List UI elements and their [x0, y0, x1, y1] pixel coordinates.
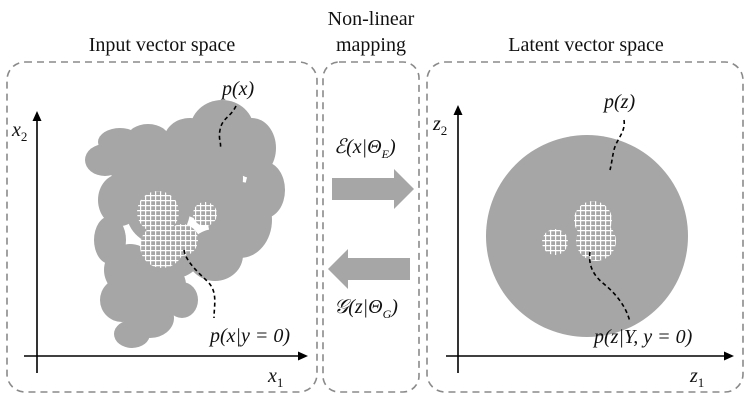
input-axis-x-label: x1 — [267, 365, 283, 390]
latent-axis-x-label: z1 — [689, 365, 704, 390]
encoder-label: ℰ(x|ΘE) — [334, 136, 396, 161]
encoder-arrow — [332, 169, 414, 209]
latent-axis-y-label: z2 — [432, 113, 447, 138]
decoder-label: 𝒢(z|ΘG) — [334, 296, 398, 321]
latent-cond-leader — [588, 251, 631, 323]
input-panel-border — [6, 61, 318, 393]
mapping-title-line1: Non-linear — [328, 8, 415, 30]
latent-conditional-region — [542, 201, 616, 261]
input-axis-y-label: x2 — [11, 119, 27, 144]
latent-axes — [446, 105, 734, 373]
input-distribution-region — [85, 100, 285, 348]
mapping-panel-border — [322, 61, 420, 393]
input-conditional-region — [137, 191, 217, 268]
input-axes — [24, 111, 308, 373]
latent-dist-label: p(z) — [602, 91, 635, 113]
latent-cond-label: p(z|Υ, y = 0) — [592, 326, 693, 348]
decoder-arrow — [328, 249, 410, 289]
input-dist-leader — [218, 105, 237, 149]
latent-dist-leader — [609, 119, 626, 171]
latent-space-title: Latent vector space — [508, 34, 664, 56]
input-cond-label: p(x|y = 0) — [208, 325, 290, 347]
mapping-title-line2: mapping — [336, 34, 406, 56]
input-space-title: Input vector space — [89, 34, 236, 56]
latent-panel-border — [426, 61, 744, 393]
input-dist-label: p(x) — [220, 78, 255, 100]
input-cond-leader — [183, 249, 216, 319]
